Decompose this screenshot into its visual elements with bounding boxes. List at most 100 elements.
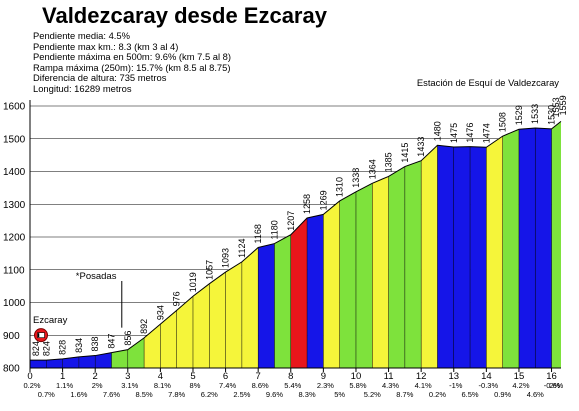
profile-segment xyxy=(388,166,405,368)
grade-label: 4.3% xyxy=(382,381,399,390)
altitude-label: 1207 xyxy=(286,211,296,231)
grade-label: 5.4% xyxy=(284,381,301,390)
x-tick-label: 6 xyxy=(223,371,228,382)
grade-label: 9.6% xyxy=(266,390,283,399)
grade-label: 5% xyxy=(334,390,345,399)
altitude-label: 847 xyxy=(106,334,116,349)
profile-segment xyxy=(274,234,291,368)
grade-label: -1% xyxy=(449,381,463,390)
chart-title: Valdezcaray desde Ezcaray xyxy=(42,3,327,28)
profile-outline xyxy=(30,121,562,361)
grade-label: 8.6% xyxy=(252,381,269,390)
altitude-label: 892 xyxy=(139,319,149,334)
profile-segment xyxy=(372,176,389,368)
altitude-label: 1093 xyxy=(221,248,231,268)
grade-label: 4.2% xyxy=(512,381,529,390)
x-tick-label: 16 xyxy=(546,371,557,382)
profile-segment xyxy=(192,283,210,368)
y-tick-label: 1500 xyxy=(3,134,26,145)
altitude-label: 1475 xyxy=(449,123,459,143)
x-tick-label: 11 xyxy=(384,371,394,382)
altitude-label: 1433 xyxy=(416,137,426,157)
stat-length: Longitud: 16289 metros xyxy=(33,82,132,94)
profile-segment xyxy=(470,146,487,368)
altitude-label: 1553 xyxy=(551,97,561,117)
grade-label: 7.4% xyxy=(219,381,236,390)
x-tick-label: 5 xyxy=(190,371,195,382)
x-tick-label: 10 xyxy=(351,371,362,382)
profile-segment xyxy=(453,146,471,368)
altitude-label: 1019 xyxy=(188,272,198,292)
y-tick-label: 1100 xyxy=(3,265,25,276)
grade-label: -0.3% xyxy=(479,381,499,390)
stat-avg-grade: Pendiente media: 4.5% xyxy=(33,30,130,41)
grade-label: 3.1% xyxy=(121,381,138,390)
grade-label: 8.1% xyxy=(154,381,171,390)
start-marker-icon-body xyxy=(37,332,45,338)
profile-segment xyxy=(290,218,308,368)
altitude-label: 1258 xyxy=(302,194,312,214)
grade-label: 4.6% xyxy=(527,390,544,399)
grade-label: 8% xyxy=(190,381,201,390)
profile-segment xyxy=(78,355,96,368)
profile-segment xyxy=(502,129,519,368)
altitude-label: 1474 xyxy=(481,123,491,143)
altitude-label: 1269 xyxy=(318,190,328,210)
grade-label: 6.2% xyxy=(201,390,218,399)
x-tick-label: 13 xyxy=(448,371,459,382)
profile-segment xyxy=(258,243,275,368)
altitude-label: 1310 xyxy=(335,177,345,197)
profile-segment xyxy=(62,356,79,368)
altitude-label: 1476 xyxy=(465,123,475,143)
stat-max-500m-grade: Pendiente máxima en 500m: 9.6% (km 7.5 a… xyxy=(33,51,232,63)
grade-label: 6.5% xyxy=(462,390,479,399)
profile-segment xyxy=(437,145,454,368)
y-tick-label: 900 xyxy=(3,331,20,342)
grade-label: 4.1% xyxy=(415,381,432,390)
altitude-label: 1168 xyxy=(253,224,263,243)
profile-segment xyxy=(111,349,128,368)
altitude-label: 828 xyxy=(58,340,68,355)
x-tick-label: 15 xyxy=(514,371,525,382)
altitude-label: 934 xyxy=(155,305,165,320)
x-tick-label: 4 xyxy=(158,371,163,382)
altitude-label: 976 xyxy=(172,291,182,306)
x-tick-label: 3 xyxy=(125,371,130,382)
altitude-label: 1364 xyxy=(367,159,377,179)
grade-label: 0.7% xyxy=(38,390,55,399)
altitude-label: 1385 xyxy=(384,152,394,172)
profile-segment xyxy=(144,324,161,368)
profile-segment xyxy=(241,247,259,368)
grade-label: 1.6% xyxy=(70,390,87,399)
profile-segment xyxy=(127,337,145,368)
altitude-label: 1180 xyxy=(269,220,279,239)
altitude-label: 1415 xyxy=(400,143,410,163)
profile-segment xyxy=(551,121,561,368)
stats-block: Pendiente media: 4.5% Pendiente max km.:… xyxy=(33,30,232,95)
grade-label: 1.1% xyxy=(56,381,73,390)
poi-label: *Posadas xyxy=(76,271,117,282)
profile-segment xyxy=(404,160,422,368)
profile-segment xyxy=(486,136,503,368)
profile-segment xyxy=(225,261,242,368)
start-label: Ezcaray xyxy=(33,315,68,326)
grade-label: 2% xyxy=(549,381,560,390)
profile-segment xyxy=(30,360,47,368)
altitude-label: 824 xyxy=(41,341,51,356)
y-tick-label: 1200 xyxy=(3,233,26,244)
y-tick-label: 1600 xyxy=(3,102,26,113)
altitude-label: 834 xyxy=(74,338,84,353)
profile-segment xyxy=(95,352,112,368)
stat-height-diff: Diferencia de altura: 735 metros xyxy=(33,72,167,84)
x-tick-label: 9 xyxy=(321,371,326,382)
x-tick-label: 7 xyxy=(256,371,261,382)
profile-segment xyxy=(307,214,324,368)
grade-label: 7.8% xyxy=(168,390,185,399)
profile-segment xyxy=(209,272,226,368)
x-tick-label: 12 xyxy=(416,371,427,382)
grade-label: 8.7% xyxy=(396,390,413,399)
grade-label: 8.3% xyxy=(299,390,316,399)
grade-label: 5.8% xyxy=(349,381,366,390)
profile-segment xyxy=(355,183,373,368)
